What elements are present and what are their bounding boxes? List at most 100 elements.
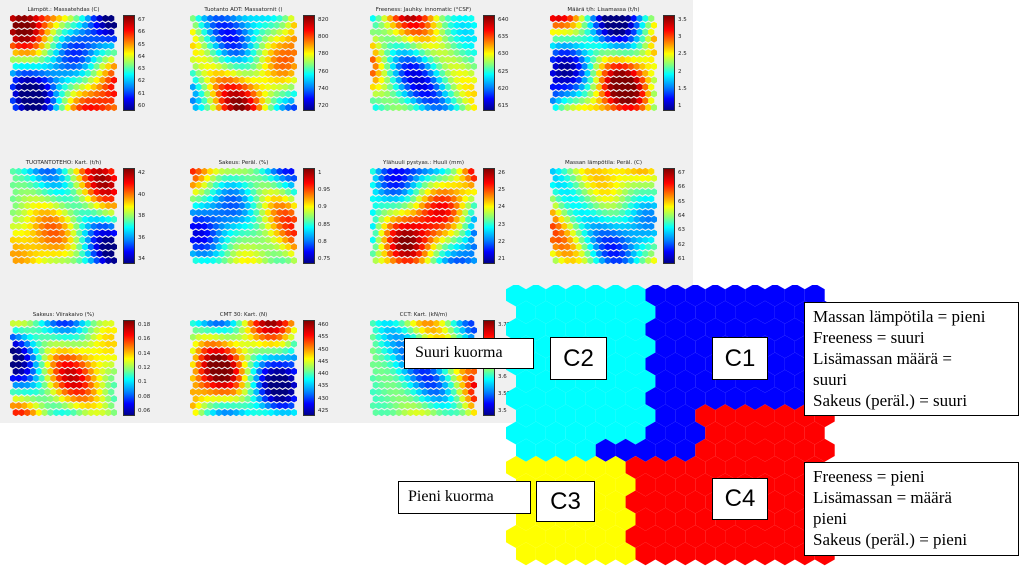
cluster-cell-c4: [665, 490, 686, 514]
som-cell: [102, 42, 109, 50]
som-cell: [82, 243, 89, 251]
som-cell: [64, 76, 71, 84]
som-cell: [418, 62, 426, 70]
som-cell: [596, 181, 603, 189]
som-cell: [210, 215, 217, 223]
som-cell: [410, 374, 417, 382]
som-cell: [282, 320, 289, 327]
som-cell: [372, 367, 379, 375]
som-cell: [35, 367, 42, 375]
som-cell: [372, 21, 379, 29]
som-cell: [384, 76, 391, 84]
som-cell: [238, 174, 246, 182]
som-cell: [561, 181, 568, 189]
som-cell: [445, 250, 452, 258]
som-cell: [50, 236, 57, 244]
som-cell: [610, 215, 617, 223]
som-cell: [15, 15, 22, 22]
cluster-cell-c2: [615, 300, 636, 324]
som-cell: [564, 35, 571, 43]
som-cell: [227, 354, 234, 362]
cluster-cell-c3: [545, 456, 566, 479]
som-cell: [552, 257, 559, 264]
som-cell: [436, 367, 443, 375]
som-cell: [627, 90, 635, 98]
som-cell: [201, 333, 208, 341]
som-cell: [625, 56, 632, 64]
som-cell: [44, 56, 51, 64]
som-cell: [58, 104, 66, 111]
som-cell: [453, 104, 460, 111]
som-cell: [590, 15, 597, 22]
cluster-cell-c1: [685, 352, 706, 376]
som-cell: [41, 395, 48, 403]
som-cell: [207, 168, 214, 175]
som-cell: [651, 35, 657, 43]
som-cell: [35, 326, 42, 334]
som-cell: [424, 35, 431, 43]
som-cell: [10, 195, 16, 203]
som-cell: [247, 402, 254, 410]
som-cell: [465, 35, 472, 43]
som-cell: [32, 28, 40, 36]
som-cell: [41, 21, 48, 29]
som-cell: [465, 104, 472, 111]
som-cell: [450, 209, 457, 217]
som-cell: [279, 381, 286, 389]
som-cell: [204, 326, 211, 334]
som-cell: [642, 250, 649, 258]
som-cell: [192, 381, 199, 389]
som-cell: [392, 388, 400, 396]
som-cell: [244, 340, 251, 348]
som-cell: [584, 56, 591, 64]
cluster-cell-c2: [625, 285, 646, 307]
som-cell: [459, 202, 466, 210]
som-cell: [73, 181, 80, 189]
suuri-kuorma-label: Suuri kuorma: [404, 338, 534, 369]
som-cell: [201, 83, 208, 91]
som-cell: [58, 21, 66, 29]
som-cell: [236, 320, 243, 327]
som-cell: [418, 76, 426, 84]
c1-note-line: Massan lämpötila = pieni: [813, 307, 986, 326]
som-cell: [581, 76, 588, 84]
som-cell: [201, 195, 208, 203]
som-cell: [105, 90, 112, 98]
som-cell: [427, 320, 434, 327]
som-cell: [439, 250, 446, 258]
component-plane-heatmap: [10, 168, 117, 264]
som-cell: [265, 333, 272, 341]
som-cell: [262, 104, 269, 111]
som-cell: [584, 181, 591, 189]
som-cell: [601, 15, 609, 22]
som-cell: [578, 250, 585, 258]
som-cell: [370, 333, 376, 341]
som-cell: [236, 56, 243, 64]
som-cell: [105, 257, 112, 264]
som-cell: [12, 174, 19, 182]
som-cell: [273, 62, 280, 70]
som-cell: [633, 49, 640, 57]
som-cell: [198, 76, 205, 84]
som-cell: [207, 69, 214, 77]
som-cell: [410, 209, 417, 217]
som-cell: [456, 374, 463, 382]
som-cell: [645, 215, 652, 223]
som-cell: [468, 320, 475, 327]
som-cell: [79, 168, 86, 175]
som-cell: [53, 174, 60, 182]
som-cell: [622, 49, 629, 57]
som-cell: [450, 168, 457, 175]
som-cell: [210, 202, 217, 210]
som-cell: [390, 229, 397, 237]
som-cell: [381, 209, 388, 217]
colorbar-tick-label: 36: [138, 234, 145, 241]
som-cell: [111, 367, 117, 375]
som-cell: [267, 381, 275, 389]
som-cell: [633, 202, 640, 210]
cluster-cell-c1: [685, 285, 706, 307]
som-cell: [93, 257, 100, 264]
som-cell: [390, 381, 397, 389]
som-cell: [619, 69, 626, 77]
som-cell: [370, 15, 376, 22]
